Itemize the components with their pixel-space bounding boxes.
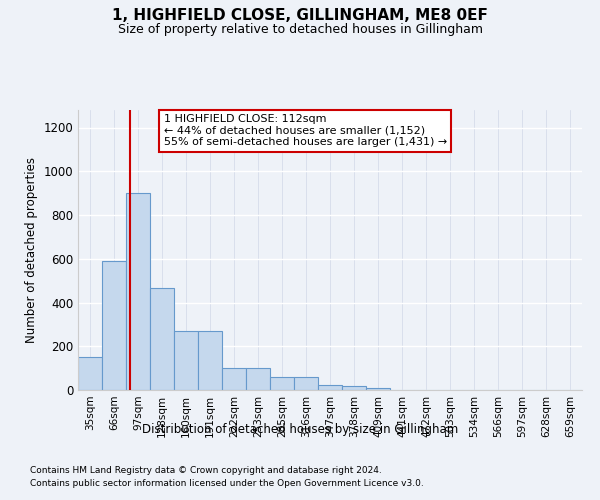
Bar: [174, 331, 198, 390]
Bar: [126, 193, 150, 390]
Bar: [78, 357, 102, 390]
Bar: [366, 388, 390, 390]
Text: Contains public sector information licensed under the Open Government Licence v3: Contains public sector information licen…: [30, 479, 424, 488]
Bar: [294, 377, 318, 390]
Bar: [198, 331, 222, 390]
Text: Contains HM Land Registry data © Crown copyright and database right 2024.: Contains HM Land Registry data © Crown c…: [30, 466, 382, 475]
Bar: [318, 384, 342, 390]
Text: Distribution of detached houses by size in Gillingham: Distribution of detached houses by size …: [142, 422, 458, 436]
Bar: [342, 386, 366, 390]
Text: Size of property relative to detached houses in Gillingham: Size of property relative to detached ho…: [118, 22, 482, 36]
Text: 1, HIGHFIELD CLOSE, GILLINGHAM, ME8 0EF: 1, HIGHFIELD CLOSE, GILLINGHAM, ME8 0EF: [112, 8, 488, 22]
Bar: [102, 261, 126, 390]
Bar: [270, 377, 294, 390]
Bar: [150, 288, 174, 390]
Bar: [246, 368, 270, 390]
Bar: [222, 368, 246, 390]
Text: 1 HIGHFIELD CLOSE: 112sqm
← 44% of detached houses are smaller (1,152)
55% of se: 1 HIGHFIELD CLOSE: 112sqm ← 44% of detac…: [164, 114, 447, 148]
Y-axis label: Number of detached properties: Number of detached properties: [25, 157, 38, 343]
